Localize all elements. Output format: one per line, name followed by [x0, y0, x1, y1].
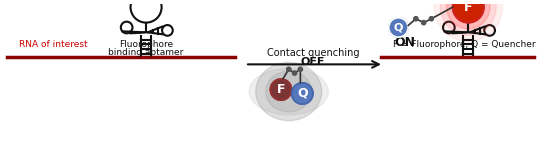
Text: RNA of interest: RNA of interest	[19, 40, 87, 49]
Circle shape	[291, 83, 313, 104]
Circle shape	[453, 0, 484, 23]
Circle shape	[434, 0, 502, 41]
Circle shape	[298, 67, 302, 71]
Circle shape	[447, 0, 490, 29]
Circle shape	[270, 79, 291, 100]
Text: Fluorophore: Fluorophore	[119, 40, 173, 49]
Text: F: F	[464, 1, 473, 14]
Text: F: F	[277, 83, 285, 96]
Circle shape	[440, 0, 496, 35]
Circle shape	[286, 67, 291, 71]
Circle shape	[422, 20, 426, 25]
Ellipse shape	[249, 68, 328, 115]
Ellipse shape	[266, 71, 312, 112]
Text: ON: ON	[395, 36, 416, 49]
Circle shape	[293, 71, 296, 75]
Circle shape	[429, 17, 433, 21]
Text: F = Fluorophore, Q = Quencher: F = Fluorophore, Q = Quencher	[393, 40, 535, 49]
Text: Q: Q	[394, 22, 403, 33]
Text: Contact quenching: Contact quenching	[267, 48, 359, 58]
Text: Q: Q	[297, 87, 307, 100]
Circle shape	[389, 18, 408, 37]
Circle shape	[414, 17, 418, 21]
Text: binding aptamer: binding aptamer	[108, 48, 184, 57]
Text: OFF: OFF	[301, 57, 325, 67]
Ellipse shape	[256, 62, 322, 121]
